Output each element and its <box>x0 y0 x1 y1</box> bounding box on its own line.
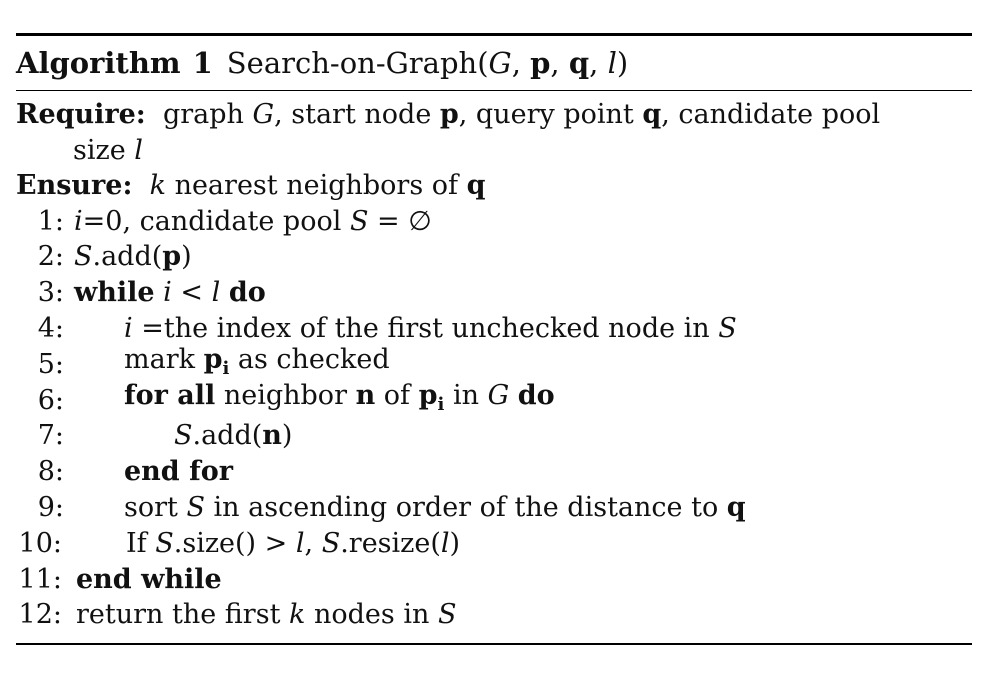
line-text: S.add(n) <box>174 420 293 452</box>
algorithm-block: Algorithm 1 Search-on-Graph(G, p, q, l) … <box>16 33 972 646</box>
algorithm-caption: Algorithm 1 Search-on-Graph(G, p, q, l) <box>16 36 972 90</box>
line-text: for all neighbor n of pi in G do <box>124 380 555 416</box>
ensure-text: k nearest neighbors of q <box>149 170 486 201</box>
line-number: 12: <box>18 599 62 631</box>
line-text: sort S in ascending order of the distanc… <box>124 492 746 524</box>
algorithm-line-8: 8: end for <box>16 454 972 490</box>
line-number: 10: <box>18 527 62 559</box>
line-text: i =the index of the first unchecked node… <box>124 313 737 345</box>
algorithm-title: Search-on-Graph(G, p, q, l) <box>226 46 629 80</box>
require-label: Require: <box>16 99 146 130</box>
line-number: 9: <box>37 492 64 524</box>
line-number: 11: <box>18 563 62 595</box>
line-number: 6: <box>37 384 64 416</box>
line-text: return the first k nodes in S <box>76 599 457 631</box>
line-number: 2: <box>37 241 64 273</box>
line-number: 7: <box>37 420 64 452</box>
line-text: If S.size() > l, S.resize(l) <box>126 527 461 559</box>
line-number: 8: <box>37 456 64 488</box>
line-text: while i < l do <box>74 277 266 309</box>
algorithm-line-11: 11: end while <box>16 561 972 597</box>
line-text: S.add(p) <box>74 241 192 273</box>
algorithm-line-3: 3: while i < l do <box>16 275 972 311</box>
line-text: end for <box>124 456 233 488</box>
algorithm-label: Algorithm <box>16 46 181 80</box>
line-number: 1: <box>37 205 64 237</box>
line-number: 5: <box>37 348 64 380</box>
algorithm-body: Require: graph G, start node p, query po… <box>16 91 972 633</box>
line-number: 3: <box>37 277 64 309</box>
line-text: end while <box>76 563 222 595</box>
line-text: mark pi as checked <box>124 344 390 380</box>
require-text-continued: size l <box>73 134 143 166</box>
top-rule <box>16 33 972 36</box>
ensure-clause: Ensure: k nearest neighbors of q <box>16 168 972 204</box>
bottom-rule <box>16 643 972 646</box>
algorithm-line-2: 2: S.add(p) <box>16 239 972 275</box>
algorithm-line-4: 4: i =the index of the first unchecked n… <box>16 311 972 347</box>
line-text: i=0, candidate pool S = ∅ <box>74 205 432 237</box>
algorithm-line-5: 5: mark pi as checked <box>16 344 972 383</box>
algorithm-line-10: 10: If S.size() > l, S.resize(l) <box>16 526 972 562</box>
line-number: 4: <box>37 313 64 345</box>
require-text: graph G, start node p, query point q, ca… <box>154 99 881 130</box>
algorithm-number: 1 <box>192 46 213 80</box>
algorithm-line-9: 9: sort S in ascending order of the dist… <box>16 490 972 526</box>
algorithm-line-12: 12: return the first k nodes in S <box>16 597 972 633</box>
algorithm-line-7: 7: S.add(n) <box>16 418 972 454</box>
ensure-label: Ensure: <box>16 170 133 201</box>
algorithm-line-6: 6: for all neighbor n of pi in G do <box>16 380 972 418</box>
algorithm-line-1: 1: i=0, candidate pool S = ∅ <box>16 204 972 240</box>
require-clause: Require: graph G, start node p, query po… <box>16 97 972 133</box>
caption-rule <box>16 90 972 91</box>
